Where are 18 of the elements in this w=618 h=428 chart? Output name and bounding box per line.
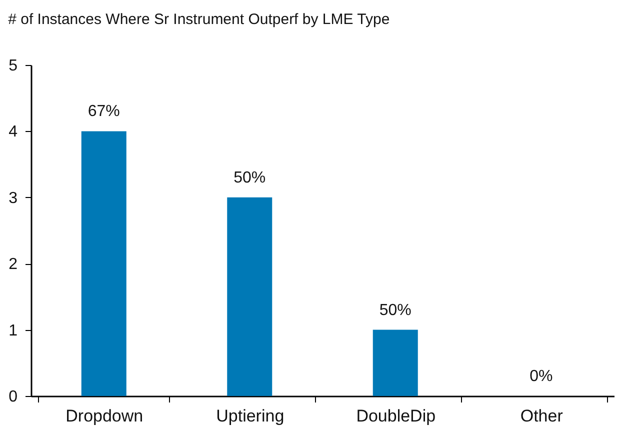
- y-tick-label: 1: [8, 322, 18, 340]
- x-tick-label: DoubleDip: [356, 406, 436, 426]
- bar: [227, 197, 272, 396]
- annotation: 50%: [234, 169, 266, 186]
- x-tick-label: Dropdown: [66, 406, 144, 426]
- annotation: 50%: [379, 302, 412, 319]
- x-tick-label: Other: [520, 406, 564, 426]
- bar: [81, 131, 126, 396]
- annotation: 0%: [530, 368, 553, 385]
- y-tick-label: 5: [8, 58, 18, 74]
- y-tick-label: 3: [8, 190, 18, 207]
- chart-title: # of Instances Where Sr Instrument Outperf by LME Type: [8, 11, 390, 28]
- bar: [372, 330, 418, 396]
- x-tick-label: Uptiering: [216, 406, 284, 426]
- y-tick-label: 4: [8, 124, 18, 141]
- y-tick-label: 2: [8, 256, 18, 274]
- annotation: 67%: [88, 103, 120, 120]
- y-tick-label: 0: [8, 388, 18, 406]
